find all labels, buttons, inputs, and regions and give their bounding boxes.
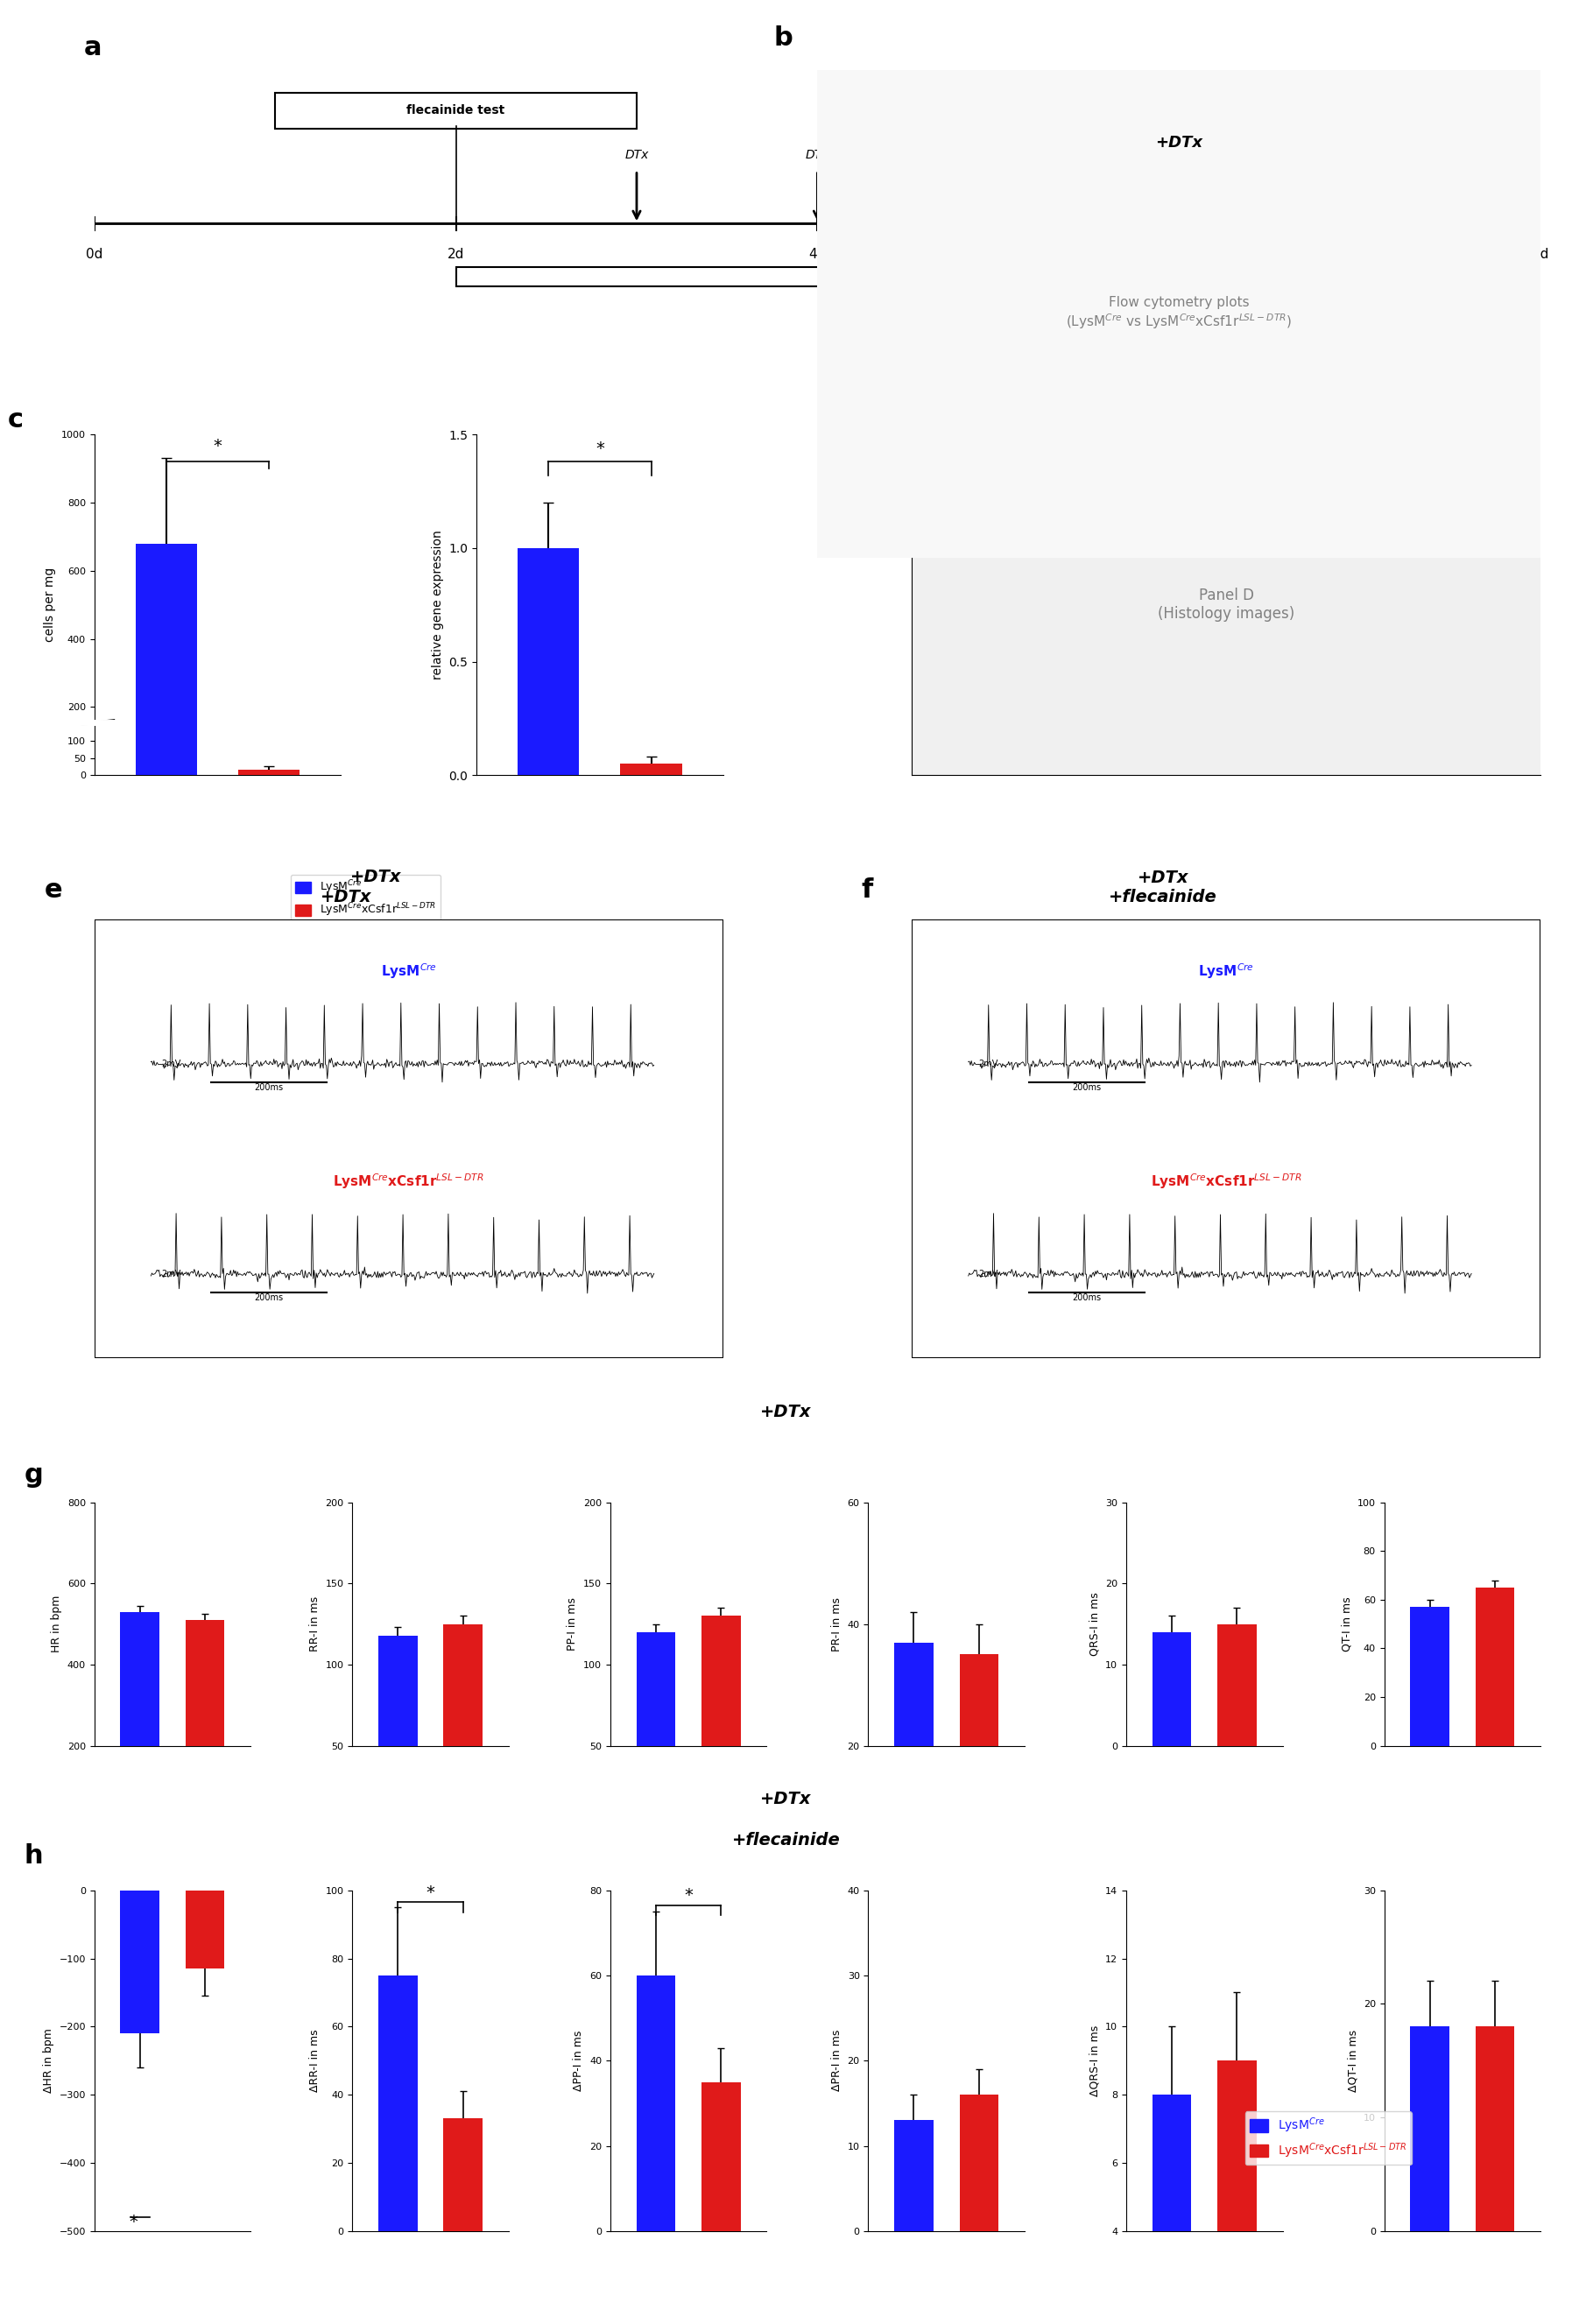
Y-axis label: ΔPP-I in ms: ΔPP-I in ms (574, 2031, 585, 2092)
Text: d: d (849, 407, 868, 432)
Y-axis label: ΔHR in bpm: ΔHR in bpm (42, 2029, 53, 2094)
Bar (1152, 1631, 1192, 1745)
Bar (894, 2119, 934, 2231)
Text: LysM$^{Cre}$: LysM$^{Cre}$ (1198, 962, 1254, 981)
Bar (1152, 2094, 1192, 2324)
Text: Flow cytometry plots
(LysM$^{Cre}$ vs LysM$^{Cre}$xCsf1r$^{LSL-DTR}$): Flow cytometry plots (LysM$^{Cre}$ vs Ly… (1066, 295, 1292, 332)
Text: +DTx: +DTx (351, 869, 401, 885)
Y-axis label: QT-I in ms: QT-I in ms (1341, 1597, 1352, 1652)
Text: +DTx: +DTx (761, 1789, 811, 1808)
Bar (621, 765, 682, 776)
Y-axis label: relative gene expression: relative gene expression (432, 530, 443, 679)
Y-axis label: ΔRR-I in ms: ΔRR-I in ms (310, 2029, 321, 2092)
Y-axis label: HR in bpm: HR in bpm (50, 1597, 63, 1652)
Text: ECG monitoring: ECG monitoring (940, 270, 1056, 284)
Bar (443, 2119, 483, 2231)
Text: 4d: 4d (810, 249, 825, 260)
Y-axis label: ΔQRS-I in ms: ΔQRS-I in ms (1089, 2024, 1100, 2096)
Text: *: * (596, 442, 604, 458)
FancyBboxPatch shape (1088, 93, 1449, 128)
Text: 0d: 0d (86, 249, 102, 260)
Bar (637, 1975, 676, 2231)
Text: +flecainide: +flecainide (733, 1831, 839, 1850)
Bar (894, 1643, 934, 1868)
Bar (443, 1624, 483, 1827)
Text: f: f (861, 878, 872, 904)
Text: LysM$^{Cre}$: LysM$^{Cre}$ (380, 962, 437, 981)
Bar (1410, 2027, 1449, 2231)
Legend: LysM$^{Cre}$, LysM$^{Cre}$xCsf1r$^{LSL-DTR}$: LysM$^{Cre}$, LysM$^{Cre}$xCsf1r$^{LSL-D… (1245, 2110, 1412, 2166)
Text: c: c (8, 407, 24, 432)
Bar (1476, 1587, 1514, 1745)
Text: +DTx: +DTx (321, 890, 371, 906)
Legend: LysM$^{Cre}$, LysM$^{Cre}$xCsf1r$^{LSL-DTR}$: LysM$^{Cre}$, LysM$^{Cre}$xCsf1r$^{LSL-D… (291, 874, 440, 923)
Text: flecainide test: flecainide test (407, 105, 505, 116)
Y-axis label: RR-I in ms: RR-I in ms (310, 1597, 321, 1652)
FancyBboxPatch shape (275, 93, 637, 128)
Text: *: * (129, 2215, 138, 2231)
Text: a: a (83, 35, 102, 60)
Bar (701, 2082, 740, 2231)
Bar (185, 1889, 225, 1968)
Text: g: g (24, 1462, 42, 1487)
Text: *: * (214, 439, 222, 456)
Text: +DTx: +DTx (1155, 135, 1203, 151)
Text: 2d: 2d (448, 249, 464, 260)
Bar (1217, 2061, 1256, 2324)
Text: DTx: DTx (805, 149, 830, 163)
Bar (1217, 1624, 1256, 1745)
Text: 6d: 6d (1171, 249, 1187, 260)
Text: 8d: 8d (1533, 249, 1548, 260)
Text: e: e (44, 878, 61, 904)
Y-axis label: ΔQT-I in ms: ΔQT-I in ms (1347, 2029, 1358, 2092)
Y-axis label: cells per mg: cells per mg (44, 567, 57, 641)
Text: DTx: DTx (1166, 149, 1192, 163)
Bar (1476, 2027, 1514, 2231)
Text: +DTx
+flecainide: +DTx +flecainide (1110, 869, 1217, 906)
Bar (379, 1636, 418, 1827)
Y-axis label: QRS-I in ms: QRS-I in ms (1089, 1592, 1100, 1657)
Bar (185, 1620, 225, 1827)
Bar (701, 1615, 740, 1827)
Bar (121, 1613, 159, 1827)
Text: *: * (426, 1885, 435, 1901)
Y-axis label: ΔPR-I in ms: ΔPR-I in ms (832, 2029, 843, 2092)
Bar (379, 1975, 418, 2231)
Bar (1410, 1606, 1449, 1745)
Text: h: h (24, 1843, 42, 1868)
Bar (121, 1889, 159, 2034)
Text: LysM$^{Cre}$xCsf1r$^{LSL-DTR}$: LysM$^{Cre}$xCsf1r$^{LSL-DTR}$ (1151, 1171, 1302, 1192)
Text: *: * (684, 1887, 693, 1903)
Y-axis label: PP-I in ms: PP-I in ms (567, 1597, 578, 1650)
Text: LysM$^{Cre}$xCsf1r$^{LSL-DTR}$: LysM$^{Cre}$xCsf1r$^{LSL-DTR}$ (333, 1171, 484, 1192)
Text: Panel D
(Histology images): Panel D (Histology images) (1157, 588, 1295, 623)
Text: +DTx: +DTx (761, 1404, 811, 1420)
Text: DTx: DTx (624, 149, 649, 163)
Bar (517, 548, 578, 776)
Y-axis label: PR-I in ms: PR-I in ms (832, 1597, 843, 1650)
Bar (959, 1655, 998, 1868)
Bar (135, 544, 196, 776)
Bar (239, 769, 300, 776)
FancyBboxPatch shape (456, 267, 1541, 286)
Bar (637, 1631, 676, 1827)
Bar (959, 2094, 998, 2231)
Text: b: b (773, 26, 794, 51)
Text: flecainide test: flecainide test (1220, 105, 1319, 116)
